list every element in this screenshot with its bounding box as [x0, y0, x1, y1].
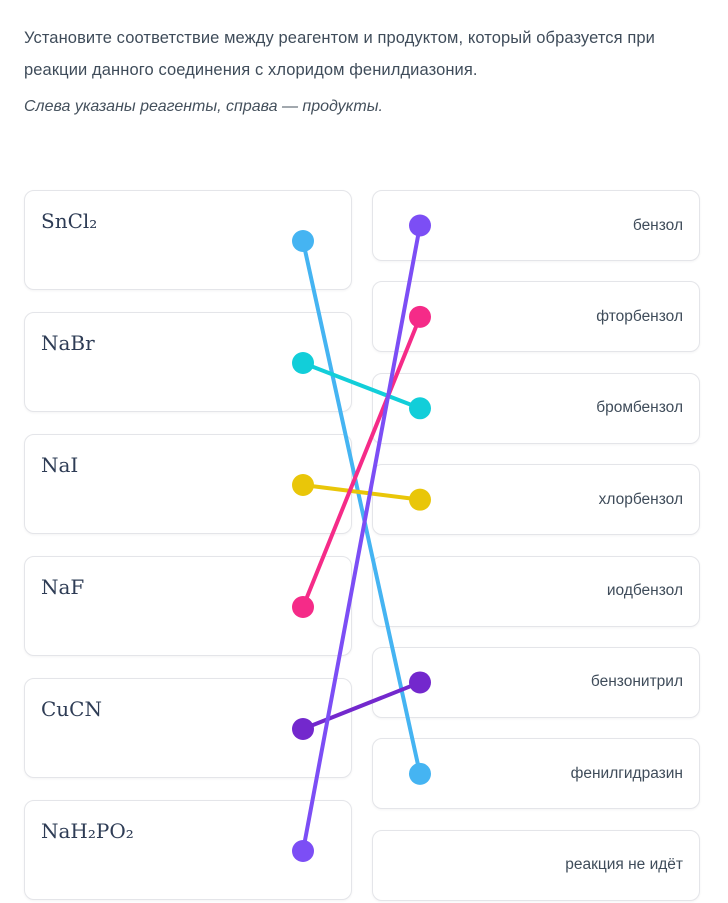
match-dot-left[interactable]	[292, 718, 314, 740]
matching-board: SnCl₂ NaBr NaI NaF CuCN NaH₂PO₂ бензол	[24, 190, 700, 901]
match-dot-left[interactable]	[292, 840, 314, 862]
reagent-label: NaF	[41, 575, 85, 599]
product-label: фторбензол	[596, 307, 683, 325]
question-text: Установите соответствие между реагентом …	[24, 29, 655, 79]
question-note: Слева указаны реагенты, справа — продукт…	[24, 98, 383, 115]
match-dot-right[interactable]	[409, 488, 431, 511]
reagent-card-cucn[interactable]: CuCN	[24, 678, 352, 778]
reagent-label: NaH₂PO₂	[41, 819, 134, 843]
quiz-page: Установите соответствие между реагентом …	[0, 22, 728, 903]
match-dot-left[interactable]	[292, 230, 314, 252]
product-label: иодбензол	[606, 582, 683, 600]
match-dot-left[interactable]	[292, 352, 314, 374]
reagent-label: NaI	[41, 453, 79, 477]
product-label: бромбензол	[596, 399, 683, 417]
match-dot-right[interactable]	[409, 671, 431, 694]
match-dot-left[interactable]	[292, 474, 314, 496]
product-label: хлорбензол	[598, 490, 683, 508]
reagents-column: SnCl₂ NaBr NaI NaF CuCN NaH₂PO₂	[24, 190, 352, 901]
reagent-card-nai[interactable]: NaI	[24, 434, 352, 534]
match-dot-right[interactable]	[409, 214, 431, 237]
products-column: бензол фторбензол бромбензол хлорбензол …	[372, 190, 700, 901]
product-label: реакция не идёт	[565, 856, 683, 874]
product-label: фенилгидразин	[570, 764, 683, 782]
match-dot-right[interactable]	[409, 397, 431, 420]
match-dot-left[interactable]	[292, 596, 314, 618]
product-card-iodbenzol[interactable]: иодбензол	[372, 555, 700, 627]
reagent-label: CuCN	[41, 697, 102, 721]
reagent-label: SnCl₂	[41, 209, 98, 233]
product-label: бензол	[632, 216, 683, 234]
match-dot-right[interactable]	[409, 305, 431, 328]
match-dot-right[interactable]	[409, 762, 431, 785]
reagent-label: NaBr	[41, 331, 95, 355]
product-card-no-reaction[interactable]: реакция не идёт	[372, 829, 700, 901]
product-label: бензонитрил	[590, 673, 683, 691]
